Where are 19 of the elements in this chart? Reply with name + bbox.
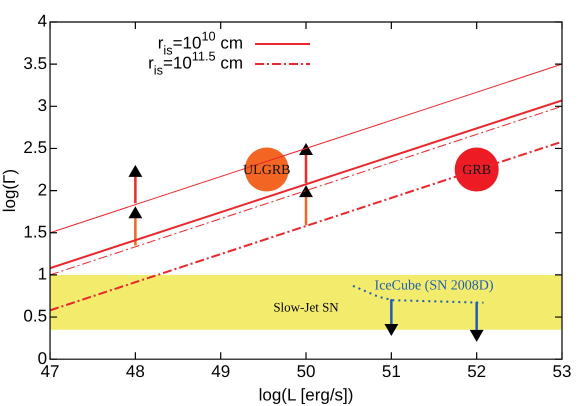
y-tick-label: 0.5 xyxy=(23,306,48,326)
x-tick-label: 49 xyxy=(211,362,230,382)
y-tick-label: 2 xyxy=(38,180,48,200)
x-tick-label: 48 xyxy=(126,362,145,382)
x-tick-label: 53 xyxy=(552,362,572,382)
band-label: Slow-Jet SN xyxy=(273,300,340,315)
y-tick-label: 2.5 xyxy=(23,138,48,158)
series-label: IceCube (SN 2008D) xyxy=(374,278,494,294)
y-tick-label: 1 xyxy=(38,264,48,284)
x-axis-title: log(L [erg/s]) xyxy=(258,385,354,404)
x-tick-label: 50 xyxy=(296,362,316,382)
y-tick-label: 3 xyxy=(38,96,48,115)
x-tick-label: 51 xyxy=(382,362,401,382)
series-label: GRB xyxy=(462,163,492,178)
x-tick-label: 52 xyxy=(467,362,486,382)
y-axis-title: log(Γ) xyxy=(0,168,19,212)
y-tick-label: 4 xyxy=(38,12,48,31)
y-tick-label: 1.5 xyxy=(23,222,48,242)
y-tick-label: 3.5 xyxy=(23,54,48,73)
